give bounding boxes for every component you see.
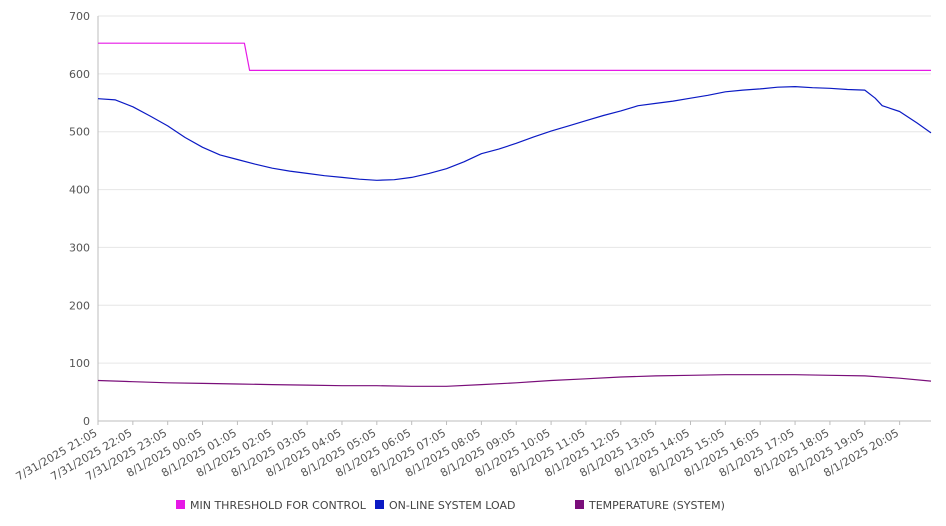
series: [97, 42, 932, 387]
legend-label-1: ON-LINE SYSTEM LOAD: [389, 499, 515, 512]
y-tick-label: 0: [83, 415, 90, 428]
y-tick-label: 600: [69, 68, 90, 81]
y-tick-label: 300: [69, 241, 90, 254]
y-tick-label: 400: [69, 184, 90, 197]
series-line-2: [97, 374, 932, 387]
y-tick-label: 700: [69, 10, 90, 23]
legend-swatch-1: [375, 500, 384, 509]
series-line-0: [98, 42, 931, 71]
series-line-1: [97, 86, 932, 181]
legend-label-2: TEMPERATURE (SYSTEM): [588, 499, 725, 512]
legend-swatch-0: [176, 500, 185, 509]
y-tick-label: 100: [69, 357, 90, 370]
legend: MIN THRESHOLD FOR CONTROL ON-LINE SYSTEM …: [176, 499, 725, 512]
grid: [98, 15, 931, 364]
legend-swatch-2: [575, 500, 584, 509]
legend-label-0: MIN THRESHOLD FOR CONTROL: [190, 499, 367, 512]
y-tick-label: 500: [69, 126, 90, 139]
y-tick-label: 200: [69, 299, 90, 312]
